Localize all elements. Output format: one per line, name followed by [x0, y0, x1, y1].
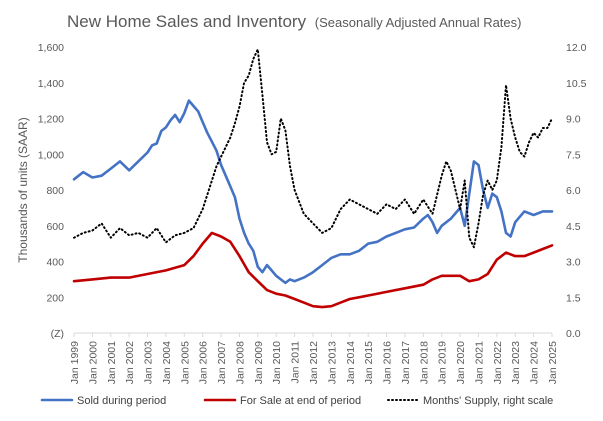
- y-tick-label: 400: [46, 257, 64, 269]
- y-right-tick-label: 9.0: [566, 114, 581, 126]
- chart-title: New Home Sales and Inventory (Seasonally…: [67, 12, 521, 31]
- x-tick-label: Jan 2019: [437, 341, 449, 384]
- x-tick-label: Jan 2007: [216, 341, 228, 384]
- y-tick-label: 600: [46, 221, 64, 233]
- y-right-tick-label: 4.5: [566, 221, 581, 233]
- y-right-tick-label: 3.0: [566, 257, 581, 269]
- y-tick-label: 1,000: [38, 149, 64, 161]
- x-tick-label: Jan 2013: [326, 341, 338, 384]
- x-tick-label: Jan 2025: [547, 341, 559, 384]
- y-right-tick-label: 1.5: [566, 292, 581, 304]
- x-tick-label: Jan 2011: [290, 341, 302, 384]
- y-tick-label: 1,200: [38, 114, 64, 126]
- x-tick-label: Jan 2015: [363, 341, 375, 384]
- x-tick-label: Jan 2018: [418, 341, 430, 384]
- y-tick-label: 1,600: [38, 42, 64, 54]
- x-tick-label: Jan 2014: [345, 341, 357, 384]
- x-tick-label: Jan 2023: [510, 341, 522, 384]
- x-tick-label: Jan 2012: [308, 341, 320, 384]
- x-tick-label: Jan 2002: [124, 341, 136, 384]
- y-right-tick-label: 0.0: [566, 328, 581, 340]
- legend: Sold during period For Sale at end of per…: [40, 395, 553, 407]
- x-tick-label: Jan 2004: [161, 341, 173, 384]
- legend-label-0: Sold during period: [77, 395, 166, 407]
- x-tick-label: Jan 2020: [455, 341, 467, 384]
- x-tick-label: Jan 2010: [271, 341, 283, 384]
- y-right-tick-label: 12.0: [566, 42, 587, 54]
- x-tick-label: Jan 2006: [198, 341, 210, 384]
- chart-subtitle: (Seasonally Adjusted Annual Rates): [315, 15, 522, 30]
- y-tick-label: 200: [46, 292, 64, 304]
- x-tick-label: Jan 2000: [87, 341, 99, 384]
- x-tick-label: Jan 1999: [69, 341, 81, 384]
- y-right-tick-label: 7.5: [566, 149, 581, 161]
- x-tick-label: Jan 2003: [143, 341, 155, 384]
- legend-label-1: For Sale at end of period: [240, 395, 361, 407]
- x-tick-label: Jan 2016: [382, 341, 394, 384]
- plot-area: [72, 48, 554, 309]
- legend-label-2: Months' Supply, right scale: [423, 395, 553, 407]
- axes: (Z) 200 400 600 800 1,000 1,200 1,400 1,600 0.0 1.…: [38, 42, 587, 384]
- series-line-2: [73, 48, 553, 249]
- x-tick-label: Jan 2017: [400, 341, 412, 384]
- x-tick-label: Jan 2024: [529, 341, 541, 384]
- y-tick-label: 800: [46, 185, 64, 197]
- chart-title-main: New Home Sales and Inventory: [67, 12, 307, 31]
- y-right-tick-label: 10.5: [566, 78, 587, 90]
- y-tick-label: (Z): [51, 328, 64, 340]
- x-tick-label: Jan 2009: [253, 341, 265, 384]
- y-axis-title: Thousands of units (SAAR): [16, 117, 30, 262]
- x-tick-label: Jan 2021: [473, 341, 485, 384]
- x-tick-label: Jan 2001: [106, 341, 118, 384]
- y-right-tick-label: 6.0: [566, 185, 581, 197]
- series-line-1: [72, 231, 554, 309]
- x-tick-label: Jan 2008: [234, 341, 246, 384]
- x-tick-label: Jan 2022: [492, 341, 504, 384]
- x-tick-label: Jan 2005: [179, 341, 191, 384]
- series-line-0: [72, 99, 554, 285]
- y-tick-label: 1,400: [38, 78, 64, 90]
